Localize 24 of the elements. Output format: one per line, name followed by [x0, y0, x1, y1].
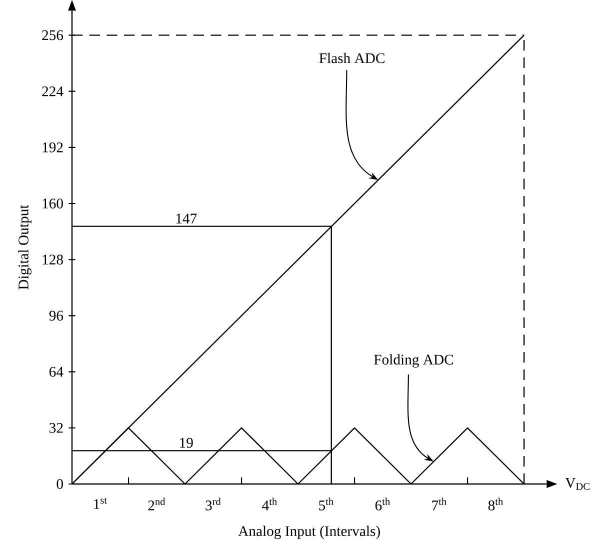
y-axis-title: Digital Output [18, 204, 32, 290]
y-tick-label: 256 [42, 30, 64, 40]
y-tick-label: 96 [49, 310, 64, 321]
y-tick-label: 192 [42, 142, 63, 152]
y-tick-label: 160 [42, 198, 63, 208]
x-axis-title: Analog Input (Intervals) [238, 526, 380, 540]
y-tick-label: 64 [49, 366, 64, 377]
y-tick-label: 128 [42, 254, 63, 265]
annotation: Flash ADC [319, 52, 384, 64]
annotation: Folding ADC [374, 354, 454, 368]
ref-line-label: 19 [180, 438, 193, 448]
y-tick-label: 224 [42, 86, 64, 96]
x-tick-label: 4$^{th}$ [262, 498, 277, 510]
y-tick-label: 32 [50, 422, 63, 433]
x-tick-label: 7$^{th}$ [432, 498, 446, 510]
x-tick-label: 3$^{rd}$ [206, 498, 221, 510]
x-tick-label: 1$^{st}$ [94, 498, 107, 509]
ref-line-label: 147 [176, 214, 197, 224]
text: V$_{DC}$ [565, 478, 590, 490]
x-tick-label: 2$^{nd}$ [148, 498, 166, 510]
x-tick-label: 8$^{th}$ [488, 498, 503, 510]
x-tick-label: 5$^{th}$ [319, 498, 334, 510]
y-tick-label: 0 [56, 479, 63, 489]
x-tick-label: 6$^{th}$ [375, 498, 390, 510]
